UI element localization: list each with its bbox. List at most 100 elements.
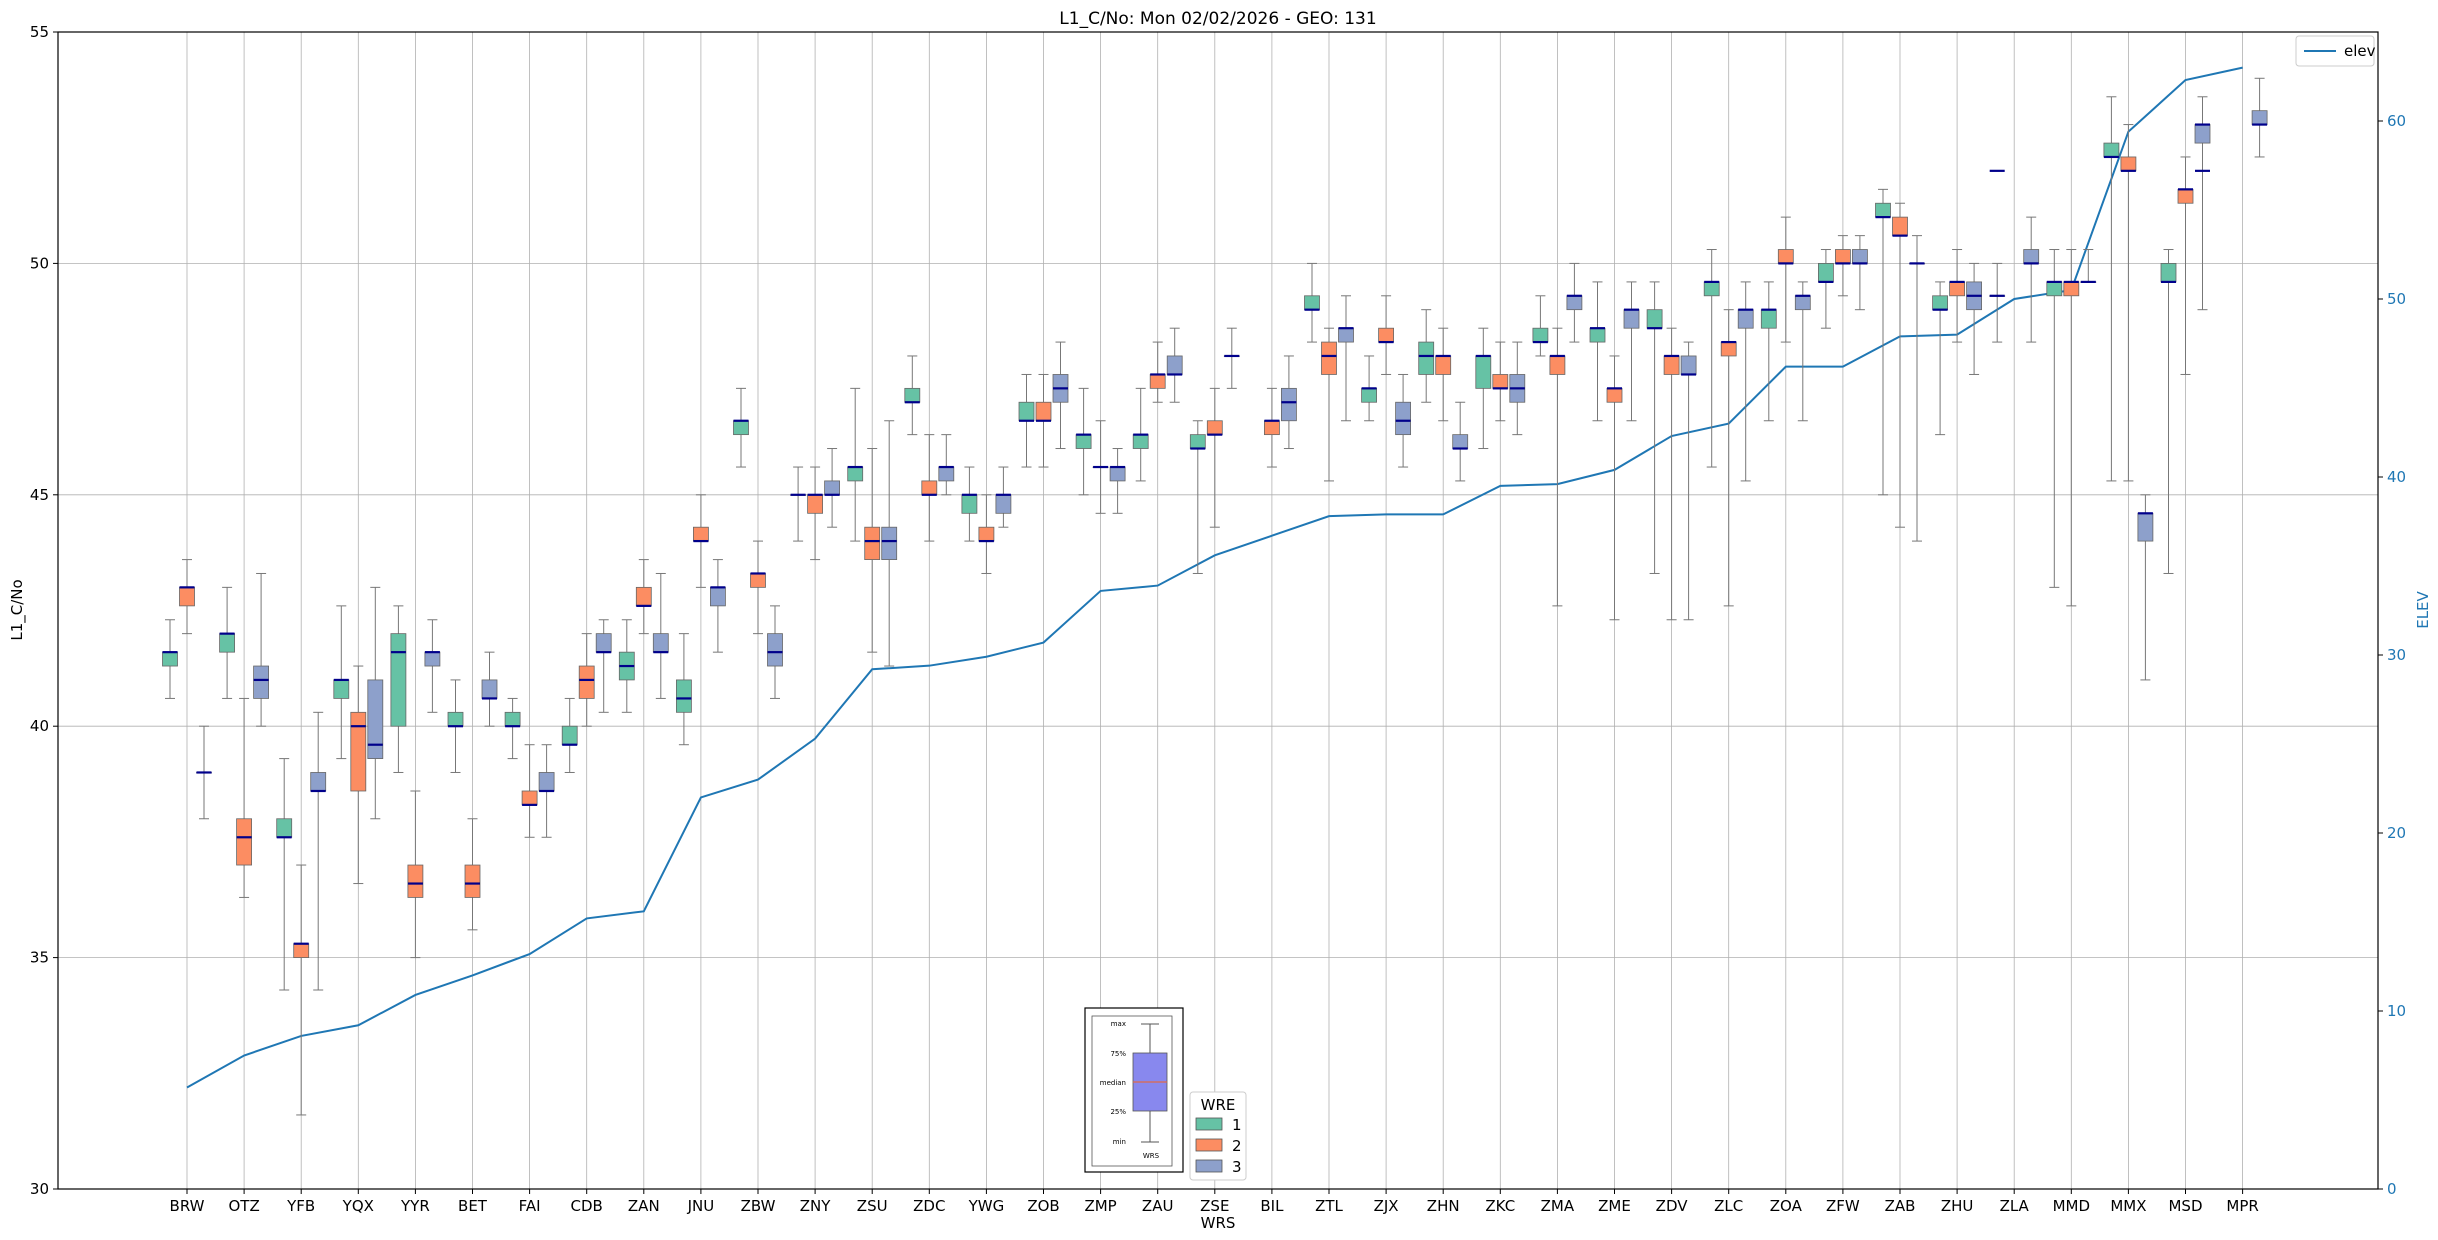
box-series-1 [1818, 262, 1834, 283]
box-series-2 [1378, 327, 1394, 343]
x-tick-label: ZSE [1200, 1197, 1229, 1215]
right-tick-label: 0 [2387, 1180, 2397, 1198]
x-tick-label: BET [458, 1197, 488, 1215]
x-tick-label: OTZ [228, 1197, 259, 1215]
y-tick-label: 50 [30, 254, 49, 272]
x-tick-label: YWG [968, 1197, 1005, 1215]
box-series-3 [2194, 124, 2211, 144]
box-series-1 [333, 679, 350, 699]
box-series-2 [1035, 401, 1052, 422]
box-series-3 [538, 772, 555, 792]
box-series-1 [1018, 401, 1035, 422]
box-series-1 [961, 494, 978, 514]
right-tick-label: 50 [2387, 290, 2406, 308]
x-tick-label: ZKC [1485, 1197, 1515, 1215]
box-series-1 [1760, 309, 1777, 329]
x-tick-label: ZLC [1714, 1197, 1743, 1215]
x-tick-label: ZAN [628, 1197, 660, 1215]
box-series-1 [1532, 327, 1549, 343]
box-series-2 [807, 494, 823, 514]
wre-legend: WRE 1 2 3 [1189, 1091, 1247, 1181]
box-series-3 [1566, 295, 1583, 311]
box-series-2 [1720, 341, 1737, 357]
box-series-3 [481, 679, 498, 699]
wre-legend-swatch-3 [1195, 1159, 1223, 1173]
box-series-1 [1932, 295, 1948, 311]
box-series-2 [1892, 216, 1908, 237]
x-tick-label: JNU [687, 1197, 715, 1215]
x-axis-title: WRS [1201, 1214, 1236, 1232]
box-series-2 [521, 790, 538, 806]
box-series-2 [407, 864, 424, 898]
box-series-3 [1737, 309, 1754, 329]
box-key-q3-label: 75% [1110, 1050, 1126, 1058]
box-series-1 [2046, 281, 2063, 297]
right-tick-label: 10 [2387, 1002, 2406, 1020]
x-tick-label: ZLA [2000, 1197, 2030, 1215]
right-axis-ticks: 0 10 20 30 40 50 60 [2378, 112, 2406, 1198]
x-tick-label: ZJX [1374, 1197, 1399, 1215]
box-series-2 [1606, 387, 1623, 403]
box-series-2 [179, 586, 195, 607]
box-series-3 [710, 586, 726, 607]
box-series-3 [1680, 355, 1697, 375]
x-tick-label: ZMP [1084, 1197, 1116, 1215]
box-series-1 [1875, 202, 1891, 218]
box-series-1 [1132, 434, 1149, 449]
box-series-1 [1475, 355, 1492, 389]
boxplot-layer [162, 77, 2268, 1116]
wre-legend-label-3: 3 [1232, 1158, 1242, 1176]
box-series-2 [864, 526, 881, 560]
box-series-3 [1281, 387, 1297, 422]
right-tick-label: 60 [2387, 112, 2406, 130]
x-tick-label: ZAU [1142, 1197, 1174, 1215]
box-series-3 [1109, 466, 1126, 482]
box-series-2 [1321, 341, 1337, 375]
right-tick-label: 20 [2387, 824, 2406, 842]
box-series-2 [2177, 188, 2194, 204]
box-series-1 [219, 633, 236, 653]
box-series-2 [693, 526, 709, 542]
box-series-3 [1395, 401, 1411, 436]
box-series-3 [1452, 434, 1469, 449]
box-series-1 [162, 651, 178, 667]
x-tick-label: CDB [571, 1197, 603, 1215]
box-series-3 [1166, 355, 1183, 375]
box-series-2 [1492, 374, 1509, 389]
box-series-1 [1703, 281, 1720, 297]
box-series-1 [276, 818, 293, 838]
wre-legend-frame [1189, 1091, 1247, 1181]
box-key-max-label: max [1111, 1020, 1126, 1028]
x-tick-label: ZDV [1656, 1197, 1689, 1215]
box-series-2 [1949, 281, 1965, 297]
wre-legend-label-1: 1 [1232, 1116, 1242, 1134]
box-series-3 [367, 679, 384, 759]
box-series-1 [1589, 327, 1606, 343]
box-series-1 [1075, 434, 1092, 449]
box-series-1 [847, 466, 864, 482]
box-series-2 [1549, 355, 1566, 375]
wre-legend-swatch-2 [1195, 1138, 1223, 1152]
gridlines [58, 31, 2378, 1190]
box-series-2 [1206, 420, 1223, 436]
x-tick-label: MMX [2110, 1197, 2146, 1215]
x-tick-label: ZSU [857, 1197, 888, 1215]
box-series-2 [350, 711, 367, 792]
box-series-1 [1361, 387, 1377, 403]
y-axis-ticks: 30 35 40 45 50 55 [30, 23, 58, 1198]
box-series-1 [676, 679, 692, 713]
box-series-2 [921, 480, 938, 496]
box-series-1 [904, 387, 921, 403]
box-series-1 [561, 725, 578, 746]
box-series-2 [1663, 355, 1680, 375]
box-series-3 [2251, 110, 2268, 125]
x-tick-label: ZOB [1027, 1197, 1059, 1215]
box-series-3 [1623, 309, 1640, 329]
x-tick-label: ZMA [1541, 1197, 1575, 1215]
y-axis-title: L1_C/No [8, 579, 27, 640]
x-tick-label: FAI [519, 1197, 541, 1215]
wre-legend-swatch-1 [1195, 1117, 1223, 1131]
x-tick-label: ZHU [1941, 1197, 1974, 1215]
x-tick-label: ZBW [741, 1197, 776, 1215]
box-series-2 [1835, 249, 1851, 264]
